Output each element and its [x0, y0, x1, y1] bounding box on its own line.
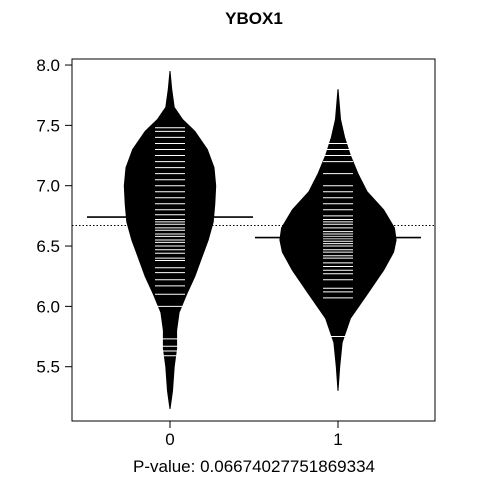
- y-tick-label: 6.5: [36, 237, 60, 256]
- y-tick-label: 8.0: [36, 56, 60, 75]
- y-tick-label: 7.0: [36, 177, 60, 196]
- x-tick-label: 0: [165, 430, 174, 449]
- y-axis: 5.5 6.0 6.5 7.0 7.5 8.0: [36, 56, 73, 377]
- x-tick-label: 1: [333, 430, 342, 449]
- bean-shape-group-1: [279, 89, 397, 391]
- x-axis-label: P-value: 0.06674027751869334: [133, 457, 375, 476]
- y-tick-label: 7.5: [36, 116, 60, 135]
- y-tick-label: 6.0: [36, 297, 60, 316]
- overlay-layer: [72, 216, 435, 239]
- beans-layer: [123, 71, 397, 409]
- chart-title: YBOX1: [225, 9, 283, 28]
- y-tick-label: 5.5: [36, 358, 60, 377]
